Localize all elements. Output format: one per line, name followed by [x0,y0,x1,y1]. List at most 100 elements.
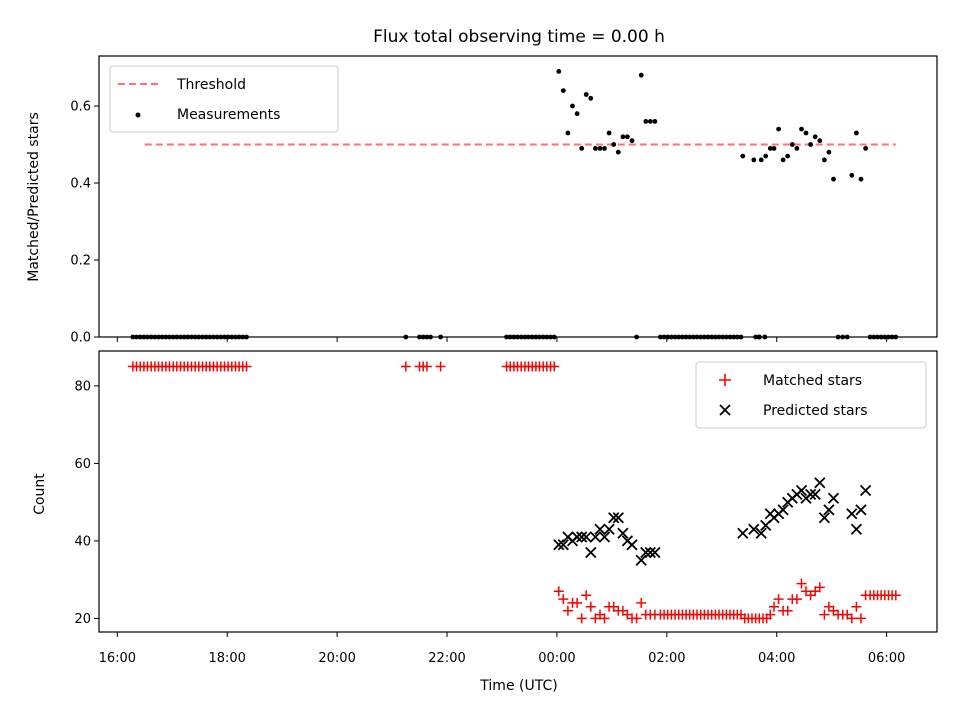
measurement-point [625,134,630,140]
predicted-star-point [608,512,620,524]
bottom-y-axis-label: Count [32,473,48,515]
matched-star-point [773,594,784,605]
measurement-point [751,157,757,163]
measurement-point [822,157,827,163]
matched-star-point [765,609,776,620]
matched-star-point [819,609,830,620]
matched-star-point [890,590,901,601]
measurement-point [767,146,773,151]
measurement-point [831,176,836,182]
matched-star-point [400,361,411,372]
x-tick-label: 16:00 [99,651,136,666]
measurement-point [789,142,795,147]
top-y-tick-label: 0.6 [70,100,91,115]
measurement-point [583,92,589,97]
matched-star-point [421,361,432,372]
measurement-point [579,146,585,151]
predicted-star-point [859,484,872,497]
predicted-star-point [594,523,606,535]
predicted-star-point [748,523,760,535]
predicted-star-point [598,531,611,543]
predicted-star-point [617,527,629,539]
measurement-point [740,153,746,159]
matched-star-point [796,578,807,589]
measurement-point [593,146,598,151]
predicted-star-point [640,546,652,559]
measurement-point [647,119,653,124]
x-tick-label: 02:00 [648,651,685,666]
predicted-star-point [818,512,831,524]
legend-matched-label: Matched stars [763,373,862,389]
measurement-point [620,134,626,140]
measurement-point [629,138,635,144]
top-y-tick-label: 0.0 [70,331,91,346]
matched-star-point [846,613,857,624]
measurement-point [565,130,571,136]
matched-star-point [435,361,446,372]
measurement-point [758,157,764,163]
predicted-star-point [553,539,565,551]
predicted-legend-marker [719,404,731,416]
measurement-point [615,149,621,155]
x-tick-label: 00:00 [538,651,575,666]
predicted-star-point [777,504,789,516]
measurement-point [826,149,832,155]
bottom-axes-frame [98,350,938,633]
bottom-legend: Matched stars Predicted stars [695,361,927,429]
measurement-point [803,130,809,136]
measurement-point [854,130,859,136]
measurement-point [638,72,644,78]
predicted-star-point [795,484,808,497]
measurement-point [812,134,818,140]
top-y-ticks: 0.0 0.2 0.4 0.6 [70,100,99,346]
matched-star-point [241,361,252,372]
matched-star-point [576,613,587,624]
measurement-point [858,176,864,182]
x-tick-label: 20:00 [318,651,355,666]
predicted-star-point [626,539,638,551]
predicted-star-point [814,477,826,489]
measurement-point [863,146,868,151]
predicted-star-point [755,527,767,539]
measurement-point [808,142,813,147]
measurement-point [799,126,804,132]
top-axes-frame [98,55,938,338]
bottom-y-tick-label: 80 [74,379,91,394]
matched-star-point [549,361,560,372]
predicted-star-point [580,531,592,543]
measurement-point [602,146,607,151]
matched-star-point [814,582,825,593]
measurement-point [776,126,781,132]
predicted-star-point [809,488,821,501]
predicted-star-point [823,504,835,516]
bottom-plot-area [127,361,901,624]
legend-predicted-label: Predicted stars [763,403,868,419]
top-y-tick-label: 0.2 [70,254,91,269]
predicted-star-point [850,523,863,535]
predicted-star-point [804,488,817,501]
bottom-legend-frame [695,361,927,429]
predicted-star-point [827,492,840,504]
matched-star-point [791,594,802,605]
x-tick-label: 18:00 [208,651,245,666]
predicted-star-point [589,531,602,543]
bottom-y-tick-label: 60 [74,457,91,472]
matched-star-point [851,601,862,612]
predicted-star-point [576,531,588,543]
measurement-point [574,111,580,117]
predicted-star-point [585,546,597,559]
bottom-y-tick-label: 40 [74,534,91,549]
measurement-point [560,88,566,93]
measurement-point [606,130,612,136]
matched-star-point [769,601,779,612]
predicted-star-point [846,508,858,520]
bottom-panel: 20 40 60 80 16:00 18:00 20:00 22:00 00:00 02:00 0… [32,337,938,694]
bottom-y-tick-label: 20 [74,612,91,627]
predicted-star-point [603,523,615,535]
measurement-point [794,146,800,151]
top-panel: 0.0 0.2 0.4 0.6 Matched/Predicted stars Thr… [26,55,938,346]
top-y-axis-label: Matched/Predicted stars [26,112,42,282]
measurement-point [643,119,649,124]
measurement-point [785,153,791,159]
